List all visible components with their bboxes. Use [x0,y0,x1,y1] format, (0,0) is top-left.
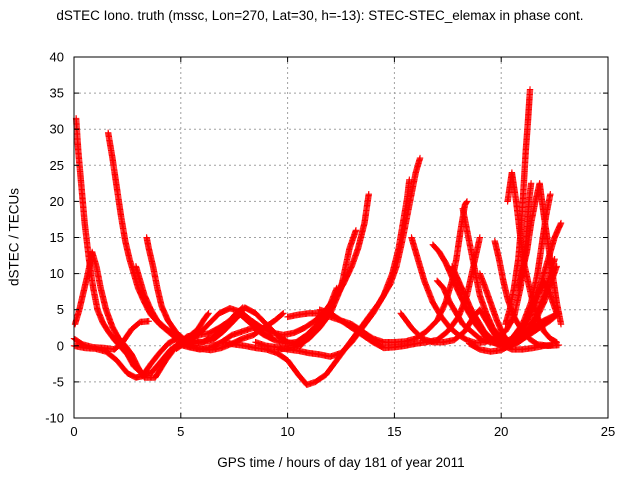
data-series-13 [275,190,372,353]
data-point [552,338,559,345]
data-point [279,310,286,318]
data-point [463,198,471,205]
data-series-10 [175,310,287,354]
data-point [553,263,560,270]
data-point [280,310,287,317]
data-series-4 [104,129,246,347]
data-point [557,320,565,328]
data-point [204,311,212,318]
data-series-25 [504,169,560,346]
data-series-23 [491,237,563,349]
data-series-17 [408,180,535,347]
data-point [406,176,413,183]
data-point [553,338,560,346]
data-series-24 [502,86,534,328]
data-point [365,190,372,198]
x-axis-label: GPS time / hours of day 181 of year 2011 [217,455,465,470]
data-point [551,255,558,263]
data-series-5 [132,263,187,343]
data-point [547,190,554,198]
data-series-27 [508,277,560,346]
chart-title: dSTEC Iono. truth (mssc, Lon=270, Lat=30… [56,8,584,23]
data-point [205,310,212,317]
data-point [476,234,484,241]
data-point [526,86,534,93]
data-point [557,219,565,227]
data-point [527,180,535,187]
data-point [145,318,152,325]
data-point [352,227,360,234]
data-point [416,154,424,162]
